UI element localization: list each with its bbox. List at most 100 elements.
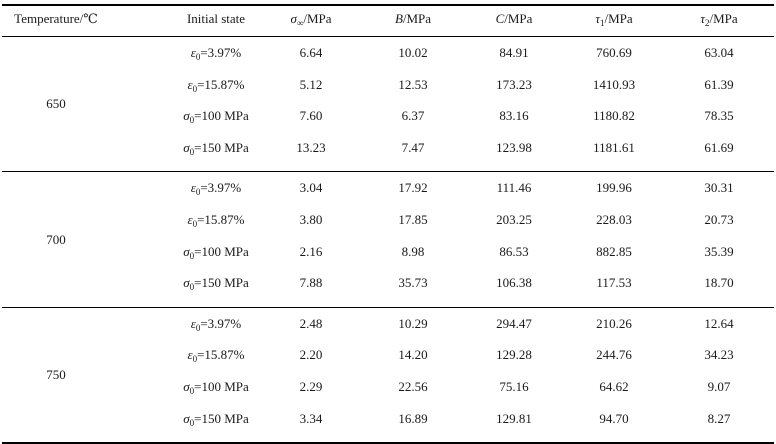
subscript: 0 — [189, 115, 195, 126]
header-label: Initial state — [186, 11, 246, 26]
value-cell: 2.29 — [299, 379, 323, 394]
state-value: =15.87% — [197, 76, 245, 92]
value-cell: 5.12 — [299, 76, 323, 92]
value-cell: 123.98 — [496, 139, 532, 155]
value-cell: 228.03 — [596, 212, 632, 227]
value-cell: 12.64 — [704, 315, 734, 331]
value-cell: 16.89 — [398, 410, 428, 426]
value-cell: 129.28 — [496, 347, 532, 363]
value-cell: 2.48 — [299, 315, 323, 331]
value-cell: 12.53 — [398, 76, 428, 92]
group-rule — [2, 171, 774, 173]
value-cell: 173.23 — [496, 76, 532, 92]
state-value: =3.97% — [200, 315, 242, 331]
initial-state-cell: ε0=15.87% — [156, 347, 276, 365]
subscript: 1 — [599, 18, 605, 28]
value-cell: 6.37 — [401, 108, 425, 124]
state-value: =150 MPa — [194, 410, 249, 426]
value-cell: 7.47 — [401, 139, 425, 155]
value-cell: 7.60 — [299, 108, 323, 124]
temperature-cell: 650 — [46, 96, 66, 112]
subscript: 0 — [189, 250, 195, 261]
value-cell: 1180.82 — [593, 108, 635, 124]
symbol: ε — [187, 212, 193, 227]
header-unit: /MPa — [402, 11, 432, 26]
symbol: σ — [183, 243, 190, 259]
symbol: ε — [190, 180, 196, 196]
header-cell: τ2/MPa — [669, 11, 769, 28]
symbol: B — [394, 11, 403, 26]
symbol: σ — [183, 410, 190, 426]
value-cell: 3.34 — [299, 410, 323, 426]
subscript: 0 — [195, 187, 201, 198]
subscript: 2 — [704, 18, 710, 28]
header-rule — [2, 36, 774, 37]
initial-state-cell: ε0=3.97% — [156, 180, 276, 198]
symbol: ε — [190, 315, 196, 331]
value-cell: 2.20 — [299, 347, 323, 363]
subscript: 0 — [192, 354, 198, 365]
header-unit: /MPa — [504, 11, 533, 26]
state-value: =3.97% — [200, 45, 242, 60]
value-cell: 83.16 — [499, 108, 529, 124]
subscript: 0 — [192, 83, 198, 94]
symbol: ε — [187, 76, 193, 92]
symbol: C — [495, 11, 505, 26]
value-cell: 3.04 — [299, 180, 323, 196]
header-label: Temperature/℃ — [14, 11, 98, 26]
value-cell: 34.23 — [704, 347, 734, 363]
initial-state-cell: σ0=150 MPa — [156, 139, 276, 157]
value-cell: 760.69 — [596, 45, 632, 60]
value-cell: 61.69 — [704, 139, 734, 155]
symbol: ε — [190, 45, 196, 60]
value-cell: 10.29 — [398, 315, 428, 331]
symbol: τ — [595, 11, 600, 26]
value-cell: 78.35 — [704, 108, 734, 124]
state-value: =15.87% — [197, 212, 245, 227]
symbol: ε — [187, 347, 193, 363]
value-cell: 882.85 — [596, 243, 632, 259]
value-cell: 1410.93 — [592, 76, 636, 92]
value-cell: 75.16 — [499, 379, 529, 394]
value-cell: 106.38 — [496, 275, 532, 291]
state-value: =150 MPa — [194, 275, 249, 291]
value-cell: 18.70 — [704, 275, 734, 291]
symbol: σ — [290, 11, 297, 26]
symbol: σ — [183, 108, 190, 124]
value-cell: 294.47 — [496, 315, 532, 331]
subscript: 0 — [189, 282, 195, 293]
value-cell: 84.91 — [499, 45, 529, 60]
temperature-cell: 700 — [46, 231, 66, 247]
symbol: τ — [700, 11, 705, 26]
value-cell: 3.80 — [299, 212, 323, 227]
subscript: ∞ — [296, 18, 304, 28]
initial-state-cell: σ0=150 MPa — [156, 275, 276, 293]
value-cell: 8.98 — [401, 243, 425, 259]
subscript: 0 — [195, 322, 201, 333]
initial-state-cell: ε0=15.87% — [156, 76, 276, 94]
value-cell: 13.23 — [296, 139, 326, 155]
state-value: =100 MPa — [194, 108, 249, 124]
subscript: 0 — [189, 146, 195, 157]
initial-state-cell: σ0=100 MPa — [156, 243, 276, 261]
state-value: =15.87% — [197, 347, 245, 363]
initial-state-cell: σ0=100 MPa — [156, 379, 276, 396]
initial-state-cell: ε0=15.87% — [156, 212, 276, 229]
value-cell: 199.96 — [596, 180, 632, 196]
top-rule — [2, 4, 774, 6]
value-cell: 1181.61 — [593, 139, 635, 155]
value-cell: 17.92 — [398, 180, 428, 196]
state-value: =150 MPa — [194, 139, 249, 155]
header-cell: C/MPa — [464, 11, 564, 27]
value-cell: 244.76 — [596, 347, 632, 363]
value-cell: 9.07 — [707, 379, 731, 394]
state-value: =3.97% — [200, 180, 242, 196]
value-cell: 210.26 — [596, 315, 632, 331]
symbol: σ — [183, 139, 190, 155]
header-unit: /MPa — [604, 11, 633, 26]
value-cell: 17.85 — [398, 212, 428, 227]
value-cell: 35.73 — [398, 275, 428, 291]
subscript: 0 — [195, 52, 201, 62]
header-unit: /MPa — [303, 11, 332, 26]
value-cell: 6.64 — [299, 45, 323, 60]
